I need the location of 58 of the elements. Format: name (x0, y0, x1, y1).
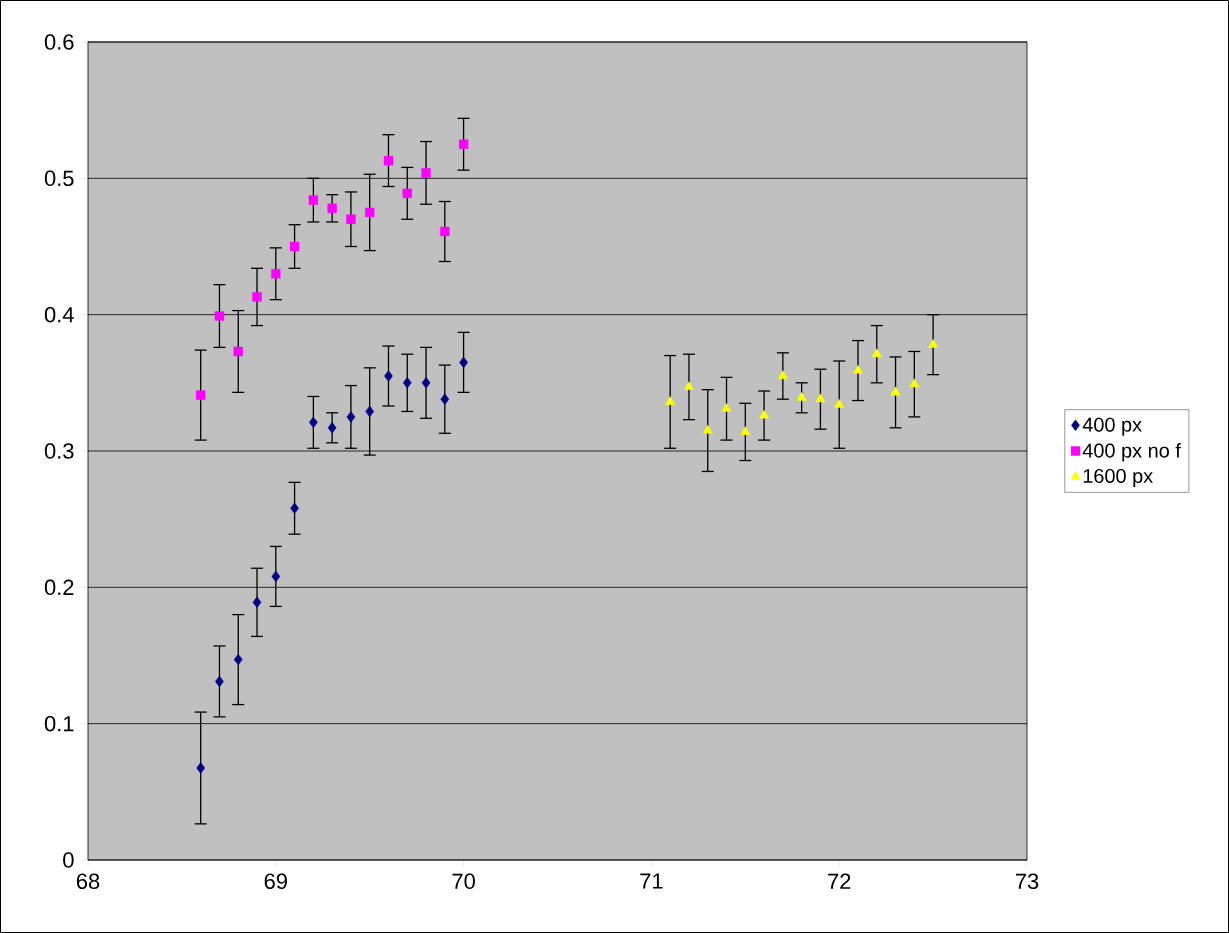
x-tick-label: 71 (640, 873, 663, 889)
point (252, 292, 262, 302)
point (853, 364, 863, 374)
point (721, 403, 732, 412)
point (909, 378, 920, 388)
point (759, 409, 770, 419)
point (665, 396, 676, 405)
point (421, 377, 431, 389)
point (890, 386, 901, 396)
point (365, 405, 375, 418)
point (327, 422, 337, 434)
x-tick-label: 69 (264, 873, 287, 890)
point (365, 207, 375, 218)
point (928, 338, 939, 348)
point (740, 426, 751, 435)
point (458, 139, 469, 149)
y-tick-label: 0 (63, 852, 74, 868)
point (440, 393, 450, 405)
point (402, 188, 412, 199)
y-tick-label: 0.1 (44, 715, 74, 732)
x-tick-label: 73 (1015, 873, 1039, 890)
legend-label: 400 px (1082, 417, 1142, 436)
point (271, 570, 281, 583)
point (815, 393, 826, 403)
point (402, 377, 412, 389)
x-tick-label: 70 (452, 873, 475, 890)
x-tick-label: 72 (828, 873, 851, 889)
y-tick-label: 0.2 (44, 579, 74, 596)
y-tick-label: 0.5 (44, 170, 74, 187)
point (777, 370, 788, 379)
point (289, 241, 300, 252)
point (346, 214, 356, 224)
point (271, 269, 281, 279)
point (233, 346, 243, 357)
point (702, 424, 713, 434)
point (214, 311, 225, 321)
point (346, 411, 356, 423)
point (684, 381, 694, 390)
y-tick-label: 0.6 (44, 34, 74, 50)
point (290, 502, 299, 514)
point (196, 762, 205, 774)
point (252, 596, 262, 609)
point (233, 653, 243, 666)
y-tick-label: 0.3 (44, 443, 74, 459)
point (871, 348, 882, 358)
point (384, 370, 393, 382)
point (421, 168, 431, 178)
legend-label: 1600 px (1083, 468, 1153, 487)
point (834, 398, 845, 408)
legend-label: 400 px no f (1082, 443, 1181, 462)
point (383, 155, 394, 166)
point (308, 195, 319, 205)
point (327, 203, 337, 214)
point (195, 390, 206, 400)
point (440, 226, 450, 237)
y-tick-label: 0.4 (44, 306, 74, 323)
x-tick-label: 68 (76, 873, 100, 890)
point (796, 392, 807, 401)
